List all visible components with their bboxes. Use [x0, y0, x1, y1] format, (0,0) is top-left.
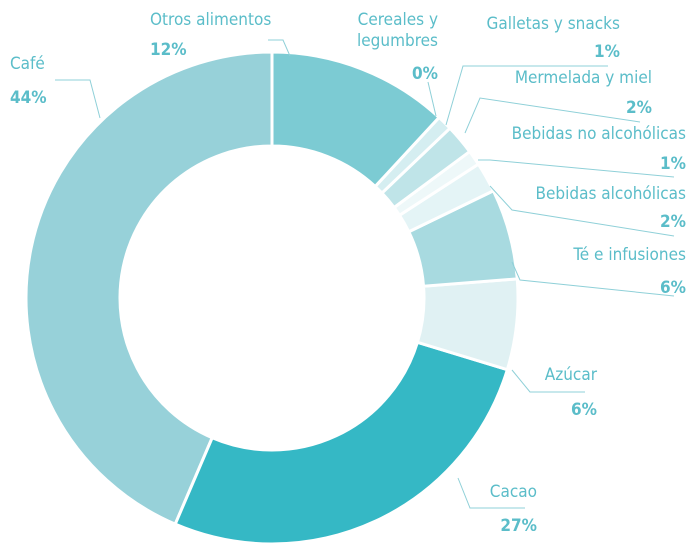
value-label: 44% — [10, 88, 47, 108]
value-label: 1% — [594, 42, 620, 62]
leader-lines — [55, 39, 675, 509]
category-label: Cacao — [489, 482, 537, 502]
category-label: Cereales y legumbres — [357, 10, 438, 51]
category-label: Té e infusiones — [573, 245, 686, 265]
slice — [406, 188, 519, 288]
slice — [397, 162, 496, 234]
category-label: Mermelada y miel — [514, 68, 652, 88]
slice — [173, 340, 510, 543]
slice — [415, 277, 520, 372]
category-label: Galletas y snacks — [486, 14, 620, 34]
value-label: 1% — [660, 154, 686, 174]
value-label: 6% — [660, 278, 686, 298]
value-label: 27% — [500, 516, 537, 536]
value-label: 2% — [626, 98, 652, 118]
category-label: Azúcar — [544, 365, 597, 385]
category-label: Café — [10, 54, 45, 74]
slice — [270, 50, 442, 189]
category-label: Bebidas alcohólicas — [535, 184, 686, 204]
slice — [379, 126, 472, 210]
category-label: Otros alimentos — [150, 10, 272, 30]
value-label: 0% — [412, 64, 438, 84]
value-label: 2% — [660, 212, 686, 232]
category-label: Bebidas no alcohólicas — [511, 124, 686, 144]
value-label: 12% — [150, 40, 187, 60]
value-label: 6% — [571, 400, 597, 420]
slice — [24, 50, 274, 527]
